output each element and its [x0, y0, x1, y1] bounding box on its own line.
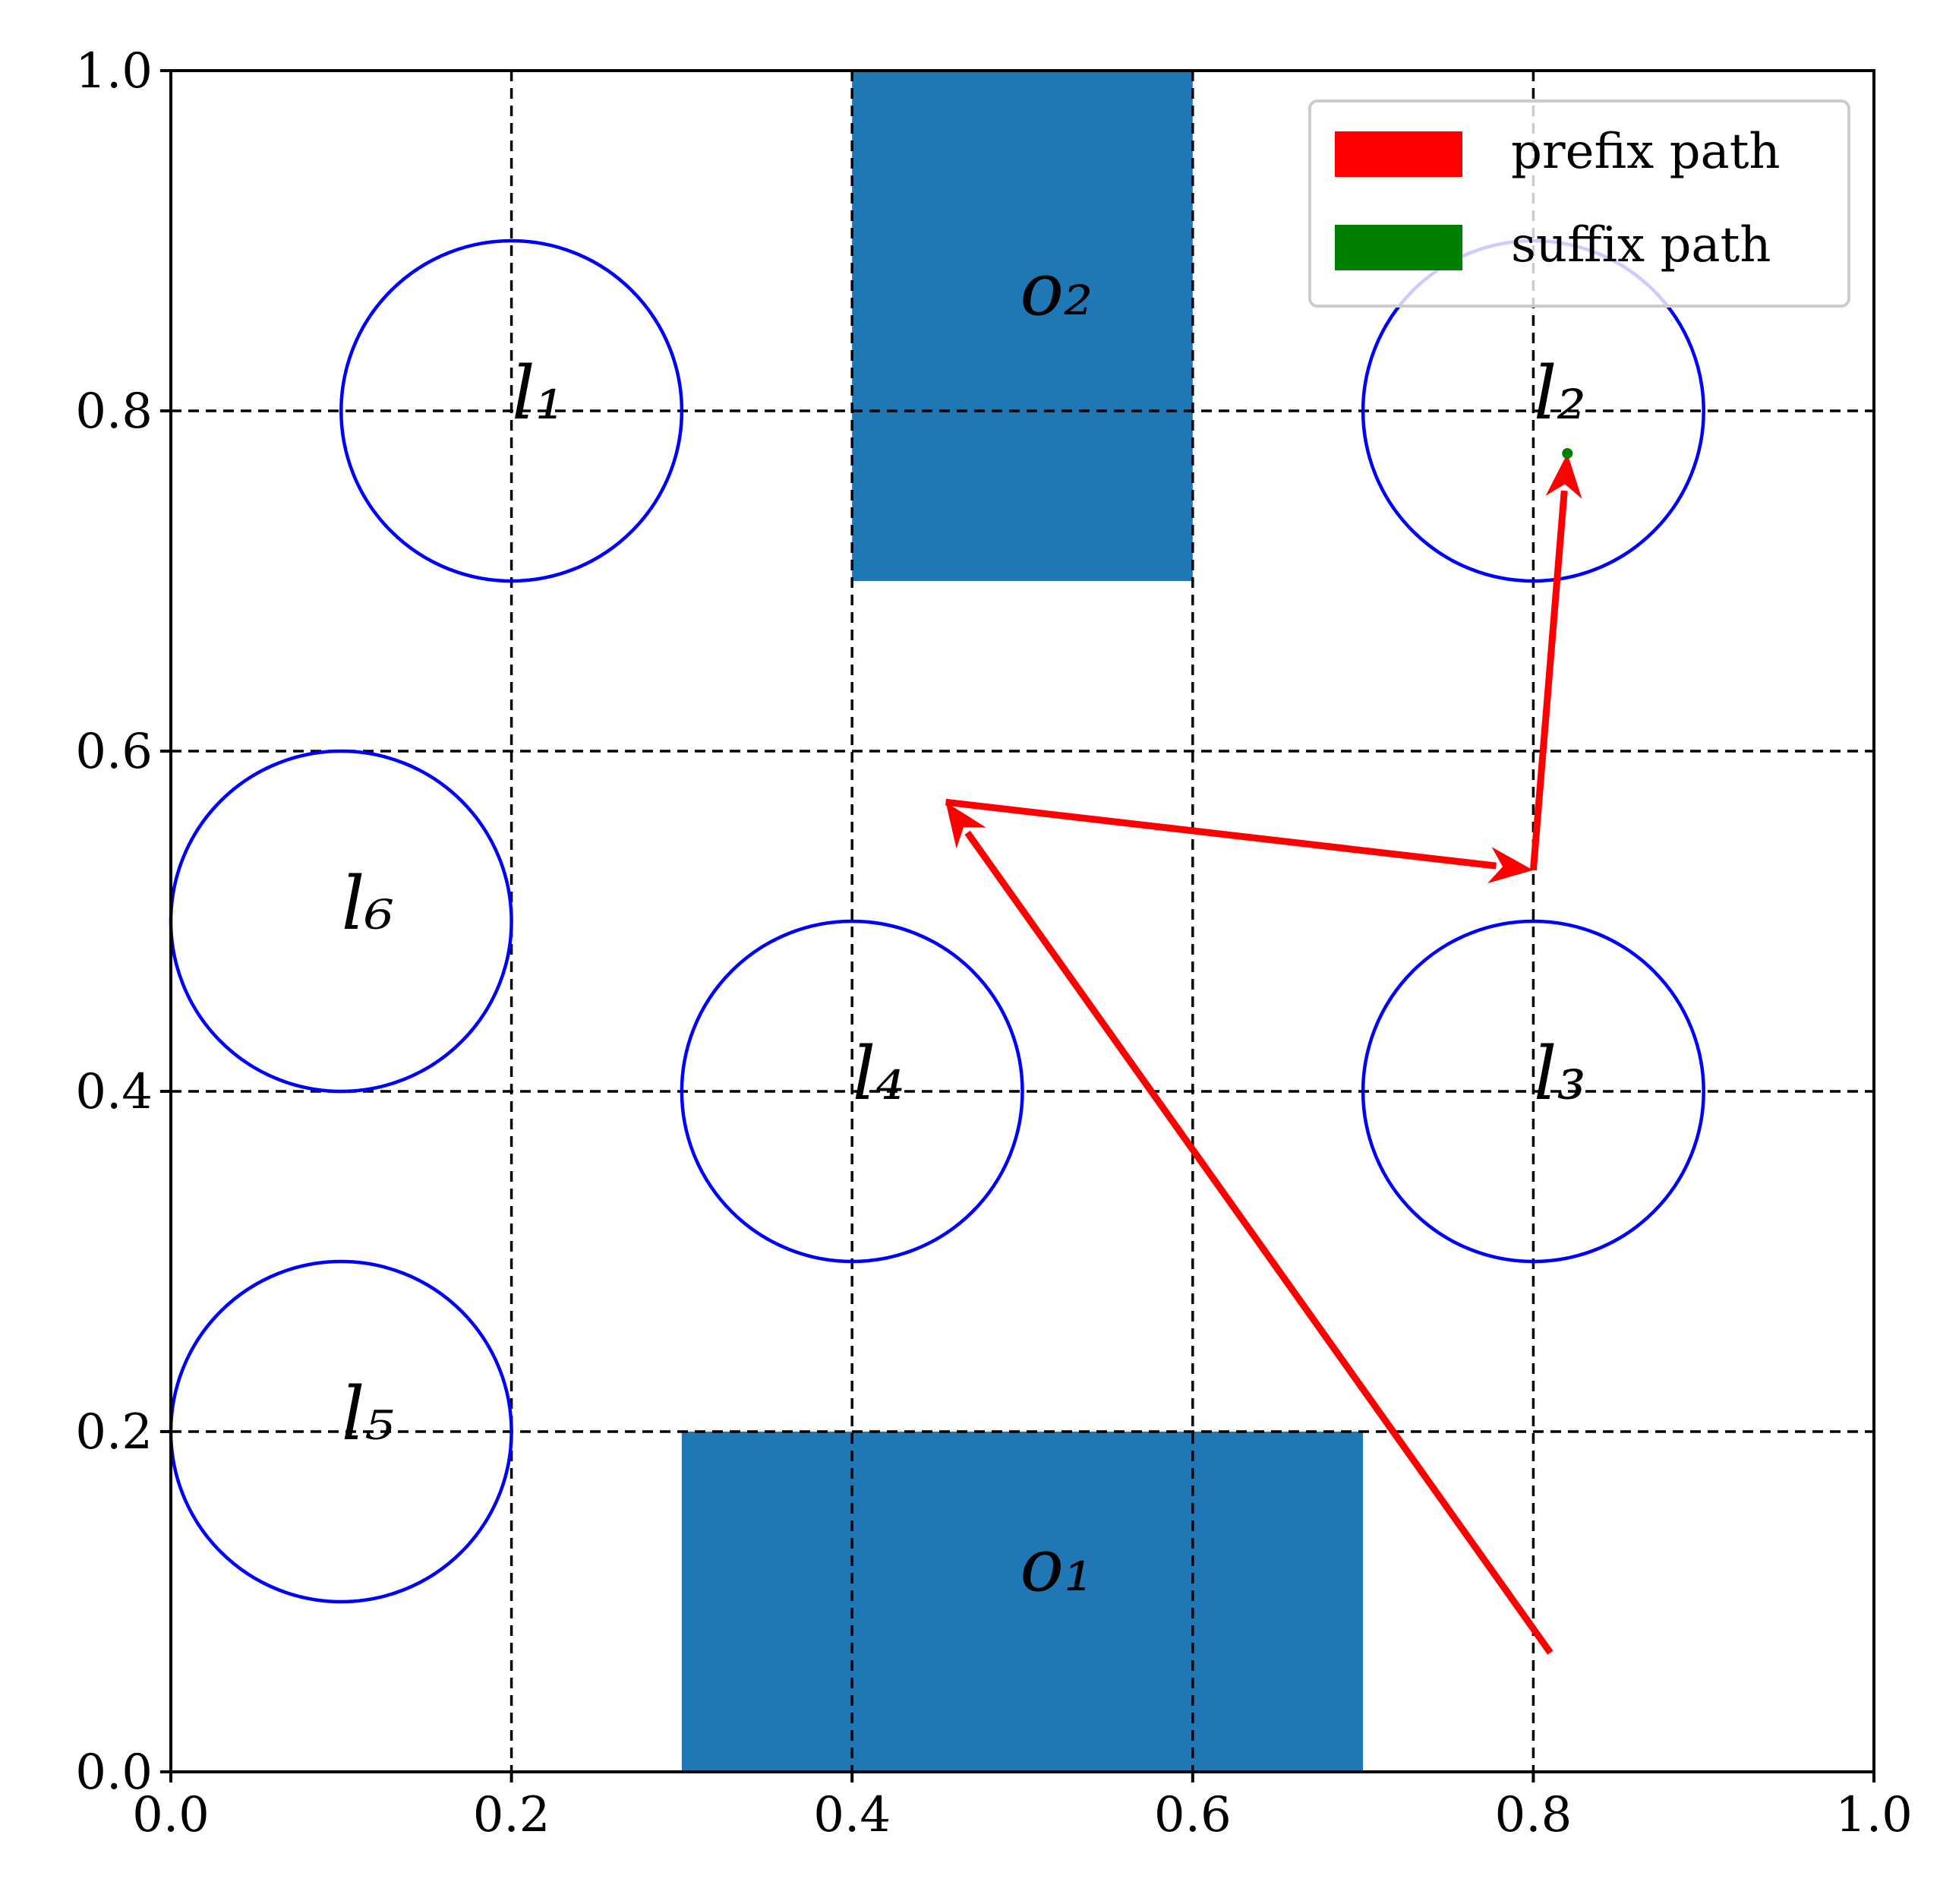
prefix-path-segment-1 [964, 830, 1554, 1655]
y-tick-label-4: 0.8 [75, 384, 153, 440]
legend-swatch-2 [1335, 225, 1462, 270]
region-label-3: l₃ [1534, 1031, 1586, 1116]
region-circle-1 [339, 238, 684, 583]
suffix-path-point-1 [1562, 448, 1573, 459]
legend-label-1: prefix path [1511, 124, 1781, 180]
region-circle-4 [680, 919, 1024, 1264]
labels-layer: o₁ o₂ l₁ l₂ l₃ l₄ l₅ l₆ [342, 247, 1586, 1608]
prefix-path-arrowhead-1 [945, 802, 986, 849]
axes-frame [169, 69, 1875, 1773]
x-tick-label-2: 0.4 [813, 1787, 891, 1843]
paths-layer [945, 448, 1582, 1655]
y-tick-label-3: 0.6 [75, 724, 153, 780]
x-tick-label-3: 0.6 [1154, 1787, 1232, 1843]
region-label-1: l₁ [512, 351, 564, 436]
obstacle-2 [852, 71, 1193, 581]
prefix-path-arrowhead-3 [1545, 453, 1582, 499]
legend-swatch-1 [1335, 131, 1462, 177]
grid-layer [171, 71, 1874, 1772]
ticks-layer: 0.0 0.2 0.4 0.6 0.8 1.0 0.0 0.2 0.4 0.6 0.8 1.0 [75, 43, 1913, 1843]
prefix-path-arrowhead-2 [1487, 847, 1534, 883]
y-tick-label-2: 0.4 [75, 1064, 153, 1120]
x-tick-label-5: 1.0 [1835, 1787, 1913, 1843]
y-tick-label-0: 0.0 [75, 1745, 153, 1801]
obstacles-layer [681, 71, 1364, 1772]
obstacle-label-1: o₁ [1020, 1523, 1093, 1608]
region-label-5: l₅ [342, 1372, 394, 1457]
obstacle-label-2: o₂ [1020, 247, 1093, 332]
legend: prefix path suffix path [1308, 99, 1850, 308]
prefix-path-segment-2 [945, 798, 1497, 870]
region-label-4: l₄ [853, 1031, 905, 1116]
obstacle-1 [681, 1432, 1364, 1772]
x-tick-label-1: 0.2 [473, 1787, 550, 1843]
region-circle-3 [1361, 919, 1705, 1264]
y-tick-label-5: 1.0 [75, 43, 153, 99]
x-tick-label-4: 0.8 [1495, 1787, 1573, 1843]
legend-label-2: suffix path [1511, 217, 1771, 273]
prefix-path-segment-3 [1529, 490, 1568, 871]
region-label-2: l₂ [1534, 351, 1586, 436]
x-tick-label-0: 0.0 [132, 1787, 210, 1843]
y-tick-label-1: 0.2 [75, 1404, 153, 1460]
region-label-6: l₆ [342, 861, 394, 946]
